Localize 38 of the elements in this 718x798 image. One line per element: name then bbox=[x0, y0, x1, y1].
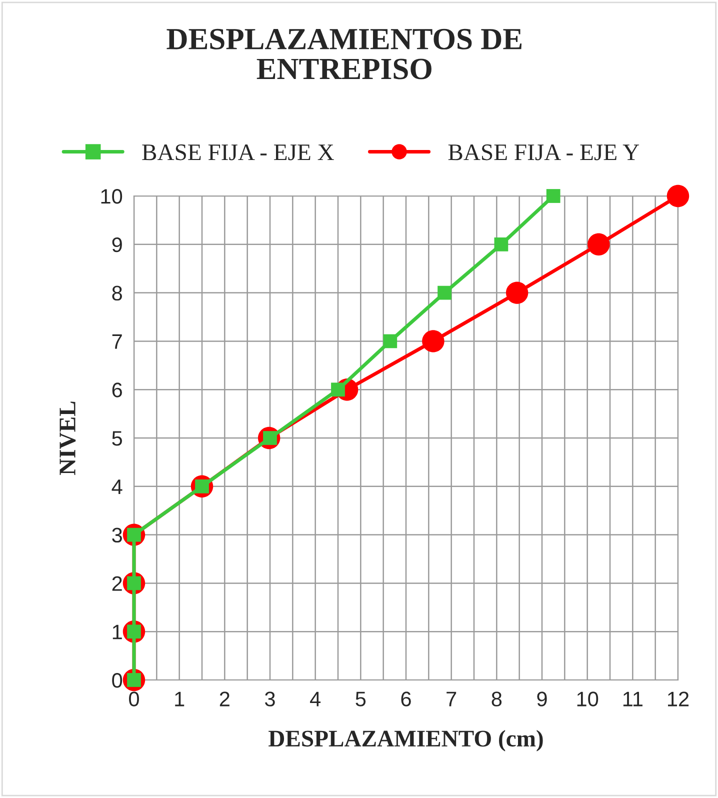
x-tick-label: 8 bbox=[492, 692, 502, 706]
x-tick-label: 4 bbox=[310, 692, 321, 706]
legend-label: BASE FIJA - EJE Y bbox=[448, 144, 640, 160]
y-tick-label: 9 bbox=[112, 237, 122, 252]
y-tick-label: 10 bbox=[101, 189, 122, 204]
x-tick-label: 2 bbox=[220, 692, 230, 706]
point bbox=[438, 286, 452, 300]
y-tick-label: 7 bbox=[112, 334, 122, 349]
chart-title: DESPLAZAMIENTOS DE ENTREPISO bbox=[166, 28, 522, 80]
point bbox=[383, 334, 398, 348]
x-axis-title: DESPLAZAMIENTO (cm) bbox=[268, 730, 543, 752]
x-tick-label: 11 bbox=[623, 692, 642, 706]
x-tick-label: 1 bbox=[175, 692, 184, 706]
x-tick-label: 12 bbox=[668, 692, 689, 706]
x-tick-label: 9 bbox=[537, 692, 547, 706]
point bbox=[422, 330, 444, 352]
y-tick-label: 6 bbox=[112, 382, 122, 398]
y-tick-label: 4 bbox=[112, 480, 122, 494]
y-tick-label: 5 bbox=[112, 431, 122, 446]
x-tick-label: 3 bbox=[265, 692, 275, 706]
y-tick-label: 3 bbox=[112, 528, 122, 543]
y-tick-label: 1 bbox=[112, 624, 122, 640]
point bbox=[494, 237, 508, 252]
point bbox=[546, 189, 560, 203]
y-axis-title: NIVEL bbox=[60, 402, 76, 475]
x-tick-label: 5 bbox=[356, 692, 366, 706]
x-tick-label: 10 bbox=[577, 692, 598, 706]
point bbox=[331, 382, 345, 397]
x-tick-label: 6 bbox=[401, 692, 411, 706]
legend-label: BASE FIJA - EJE X bbox=[142, 144, 334, 160]
point bbox=[588, 233, 610, 256]
x-tick-label: 7 bbox=[446, 692, 456, 706]
point bbox=[666, 184, 690, 208]
y-tick-label: 2 bbox=[112, 576, 122, 591]
y-tick-label: 0 bbox=[112, 673, 122, 688]
point bbox=[506, 282, 528, 304]
x-tick-label: 0 bbox=[129, 692, 139, 706]
y-tick-label: 8 bbox=[112, 286, 122, 301]
